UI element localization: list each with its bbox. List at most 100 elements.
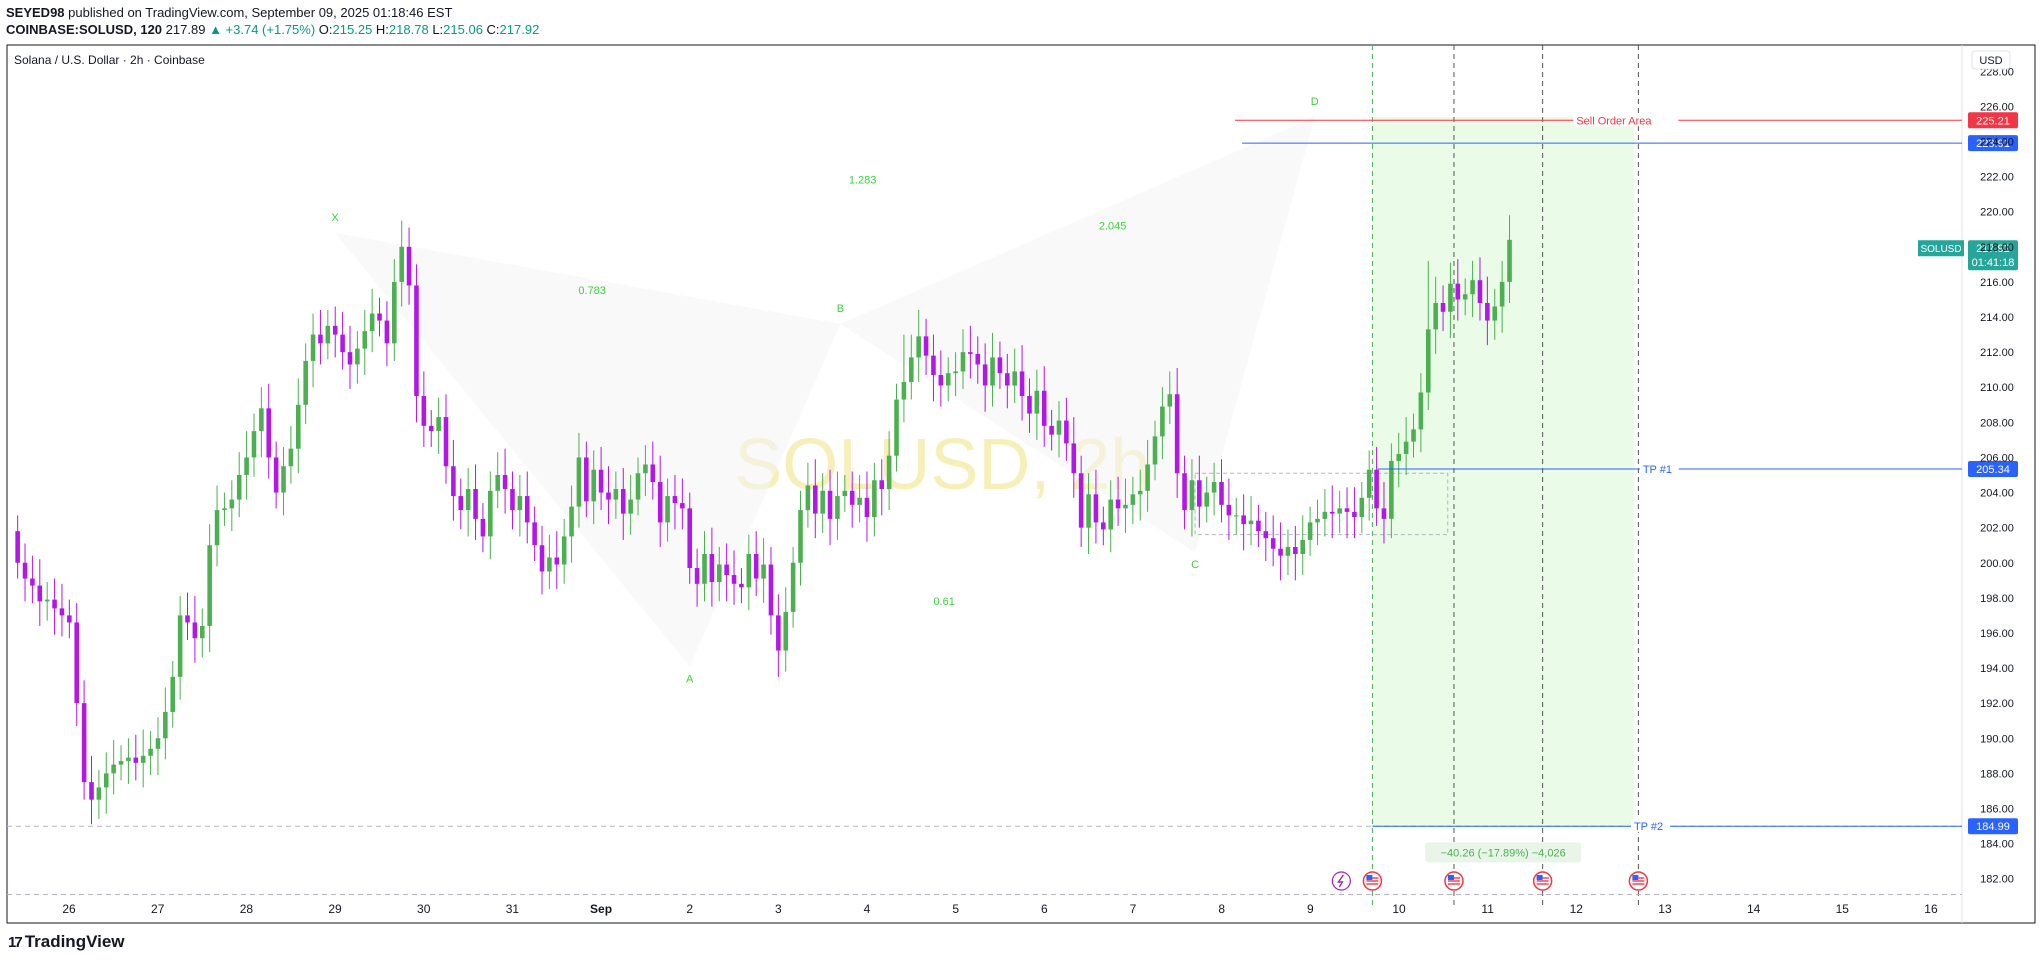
candle-body (1056, 420, 1062, 435)
fib-ratio-label: 0.61 (933, 596, 954, 608)
candle-body (399, 246, 404, 282)
fib-ratio-label: 2.045 (1099, 220, 1127, 232)
candle-body (207, 545, 212, 626)
candle-body (1167, 394, 1173, 407)
level-label-tp1: TP #1 (1643, 464, 1672, 476)
last-price-tag[interactable] (1968, 240, 2018, 271)
candle-body (1182, 473, 1187, 511)
low-value: 215.06 (443, 22, 483, 37)
price-tag-entry[interactable] (1968, 135, 2018, 152)
candle-body (318, 334, 323, 344)
candle-body (761, 564, 766, 579)
pattern-point-b: B (837, 303, 844, 315)
candle-body (199, 625, 205, 639)
y-tick-label: 224.00 (1980, 137, 2014, 149)
price-tag-tp2[interactable] (1968, 818, 2018, 835)
candle-body (524, 496, 530, 523)
tradingview-logo[interactable]: 17 TradingView (8, 932, 125, 952)
candle-body (111, 764, 116, 774)
candle-body (746, 553, 752, 588)
candle-body (1315, 518, 1320, 523)
candle-body (532, 522, 537, 546)
candle-body (657, 482, 663, 523)
y-tick-label: 190.00 (1980, 733, 2014, 745)
y-tick-label: 222.00 (1980, 172, 2014, 184)
candle-body (458, 496, 464, 511)
candle-body (687, 508, 693, 569)
candle-body (1226, 504, 1232, 516)
candle-body (1034, 390, 1040, 414)
candle-body (872, 480, 877, 518)
pattern-point-a: A (686, 673, 694, 685)
candle-body (443, 417, 449, 467)
candle-body (44, 599, 50, 602)
candle-body (635, 473, 641, 500)
candle-body (1285, 546, 1291, 556)
chart-title: Solana / U.S. Dollar · 2h · Coinbase (14, 53, 205, 67)
flag-canton (1366, 875, 1373, 880)
candle-body (259, 408, 264, 432)
candle-body (192, 622, 198, 639)
x-tick-label: Sep (590, 902, 612, 916)
candle-body (968, 352, 973, 354)
y-tick-label: 192.00 (1980, 698, 2014, 710)
high-label: H: (375, 22, 389, 37)
candle-body (347, 352, 353, 365)
price-tag-tp1[interactable] (1968, 461, 2018, 478)
candle-body (436, 417, 441, 432)
x-tick-label: 4 (864, 902, 871, 916)
x-tick-label: 28 (240, 902, 254, 916)
x-tick-label: 12 (1570, 902, 1584, 916)
y-tick-label: 186.00 (1980, 803, 2014, 815)
candle-body (1359, 497, 1365, 518)
flag-canton (1447, 875, 1454, 880)
x-tick-label: 10 (1392, 902, 1406, 916)
candle-body (1492, 306, 1498, 321)
candle-body (340, 334, 345, 353)
lightning-event-icon[interactable] (1331, 871, 1351, 891)
candle-body (709, 553, 715, 583)
pattern-point-d: D (1311, 96, 1319, 108)
candle-body (155, 738, 161, 749)
publish-info: published on TradingView.com, September … (68, 5, 453, 20)
currency-box[interactable] (1971, 50, 2011, 70)
candle-body (1462, 294, 1468, 300)
candle-body (1374, 469, 1379, 509)
candle-body (584, 457, 589, 502)
candle-body (812, 485, 818, 514)
pattern-xab (335, 232, 841, 667)
candle-body (177, 615, 183, 677)
candle-body (67, 615, 72, 623)
candle-body (1337, 508, 1342, 514)
candle-body (849, 490, 855, 505)
candle-body (569, 506, 574, 537)
candle-body (1425, 329, 1431, 393)
ohlc-line: COINBASE:SOLUSD, 120 217.89 ▲ +3.74 (+1.… (6, 22, 539, 37)
candle-body (236, 475, 242, 500)
candle-body (1418, 392, 1424, 430)
x-tick-label: 27 (151, 902, 165, 916)
measure-label: −40.26 (−17.89%) −4,026 (1441, 847, 1566, 859)
candle-body (1005, 373, 1010, 386)
y-tick-label: 182.00 (1980, 874, 2014, 886)
x-tick-label: 16 (1924, 902, 1938, 916)
range-box[interactable] (1194, 472, 1449, 536)
candle-body (244, 457, 249, 475)
candle-body (1071, 443, 1077, 474)
candle-body (369, 313, 375, 332)
high-value: 218.78 (388, 22, 429, 37)
open-label: O: (318, 22, 333, 37)
x-tick-label: 7 (1130, 902, 1137, 916)
target-zone[interactable] (1372, 116, 1634, 827)
level-label-tp2: TP #2 (1634, 821, 1663, 833)
candle-body (842, 490, 848, 497)
price-tag-sell_order_area[interactable] (1968, 112, 2018, 129)
tradingview-logo-text: TradingView (24, 932, 125, 951)
author-name[interactable]: SEYED98 (6, 5, 65, 20)
candle-body (1219, 482, 1224, 505)
price-tag-text-tp2: 184.99 (1976, 821, 2010, 833)
measure-label-bg (1425, 842, 1582, 863)
candle-body (1027, 396, 1032, 414)
candle-body (945, 373, 951, 386)
